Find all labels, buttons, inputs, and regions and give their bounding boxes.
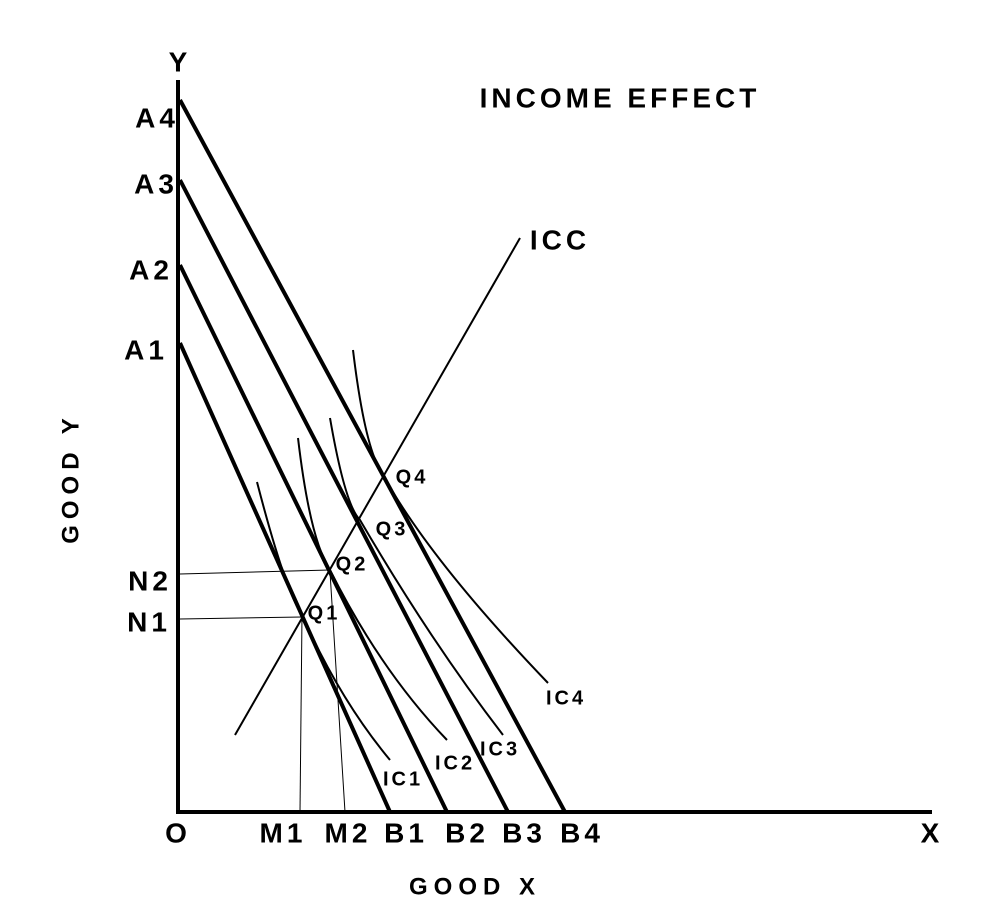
x-label: M1 — [260, 817, 307, 848]
budget-line — [178, 179, 510, 813]
y-label: A1 — [124, 334, 168, 365]
y-label: A3 — [134, 168, 178, 199]
y-label: A4 — [135, 102, 179, 133]
point-label: Q2 — [336, 553, 369, 575]
indifference-curve — [352, 349, 549, 684]
y-axis-label: Y — [169, 46, 192, 77]
icc-line — [234, 237, 521, 736]
x-label: M2 — [325, 817, 372, 848]
point-label: Q1 — [308, 602, 341, 624]
indifference-curve — [297, 437, 448, 741]
y-title: GOOD Y — [57, 412, 84, 544]
icc-label: ICC — [530, 224, 590, 255]
guide-line — [179, 616, 303, 620]
point-label: Q4 — [396, 466, 429, 488]
guide-line — [299, 614, 303, 813]
x-axis-label: X — [921, 817, 944, 848]
x-label: B3 — [502, 817, 546, 848]
x-label: B1 — [384, 817, 428, 848]
point-label: Q3 — [376, 518, 409, 540]
x-label: B4 — [560, 817, 604, 848]
y-label: N2 — [128, 565, 172, 596]
guide-line — [329, 571, 346, 813]
origin-label: O — [165, 817, 191, 848]
curve-label: IC4 — [546, 687, 586, 709]
y-label: N1 — [127, 606, 171, 637]
curve-label: IC1 — [383, 768, 423, 790]
budget-line — [178, 99, 567, 813]
x-title: GOOD X — [409, 873, 541, 900]
curve-label: IC3 — [480, 738, 520, 760]
indifference-curve — [329, 417, 504, 736]
curve-label: IC2 — [435, 752, 475, 774]
x-label: B2 — [445, 817, 489, 848]
y-label: A2 — [129, 254, 173, 285]
title: INCOME EFFECT — [480, 82, 761, 113]
guide-line — [179, 569, 331, 575]
budget-line — [178, 264, 449, 813]
